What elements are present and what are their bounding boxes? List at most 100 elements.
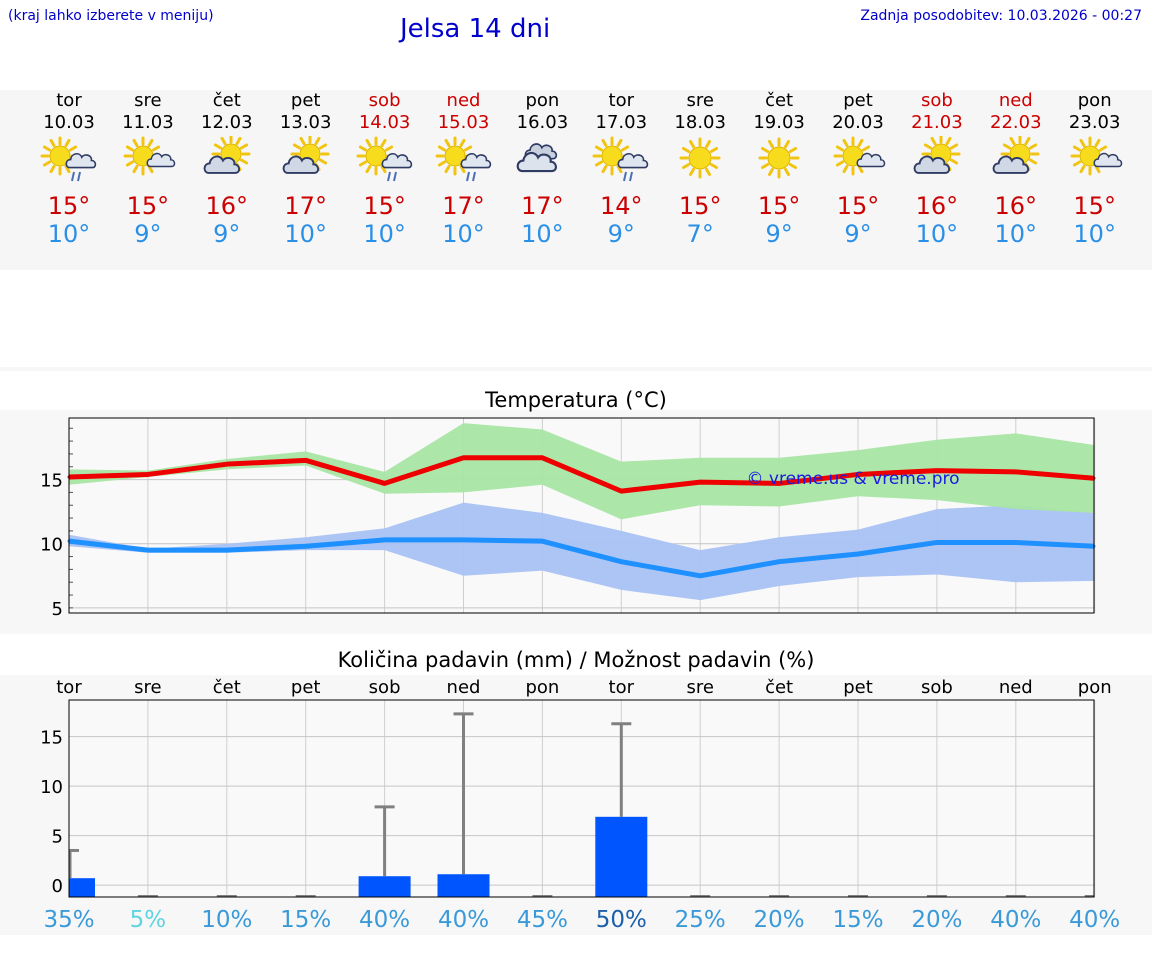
precip-probability-label: 25% (675, 907, 726, 933)
temp-max: 14° (600, 192, 643, 220)
day-name: tor (56, 90, 82, 111)
day-column: sob 14.03 15° 10° (345, 90, 425, 248)
plot-frame (68, 417, 1095, 614)
page-title: Jelsa 14 dni (400, 14, 551, 44)
day-column: čet 12.03 16° 9° (187, 90, 267, 248)
data-point-max (540, 456, 544, 460)
day-date: 14.03 (358, 112, 411, 133)
day-date: 15.03 (437, 112, 490, 133)
precip-probability-label: 20% (911, 907, 962, 933)
sun-cloud-rain-icon (353, 136, 417, 192)
day-column: pon 23.03 15° 10° (1055, 90, 1135, 248)
day-name: pon (525, 90, 560, 111)
precip-bar (69, 878, 95, 897)
plot-area (69, 700, 1094, 897)
data-point-max (1014, 470, 1018, 474)
series-line-max (68, 455, 1095, 494)
day-column: pet 20.03 15° 9° (818, 90, 898, 248)
day-name: pet (843, 90, 873, 111)
day-column: čet 19.03 15° 9° (739, 90, 819, 248)
day-column: ned 15.03 17° 10° (424, 90, 504, 248)
data-point-max (383, 481, 387, 485)
precip-probability-label: 10% (201, 907, 252, 933)
y-tick-label: 5 (52, 599, 63, 620)
temp-max: 17° (442, 192, 485, 220)
data-point-min (540, 539, 544, 543)
precip-probability-label: 15% (280, 907, 331, 933)
precip-bar (358, 876, 411, 897)
temp-max: 17° (284, 192, 327, 220)
precip-probability-label: 40% (359, 907, 410, 933)
day-column: sob 21.03 16° 10° (897, 90, 977, 248)
day-name: sre (686, 90, 714, 111)
precip-probability-label: 5% (130, 907, 167, 933)
x-category-label: sob (921, 677, 953, 698)
y-tick-label: 0 (52, 876, 63, 897)
data-point-max (304, 458, 308, 462)
cloud-sun-icon (905, 134, 969, 192)
temp-max: 15° (836, 192, 880, 220)
precip-probability-label: 40% (1069, 907, 1120, 933)
day-name: sob (920, 90, 953, 111)
temp-min: 9° (607, 220, 635, 248)
day-date: 10.03 (43, 112, 95, 133)
temp-min: 10° (521, 220, 564, 248)
day-date: 17.03 (595, 112, 648, 133)
day-date: 12.03 (201, 112, 253, 133)
divider (0, 367, 1152, 371)
data-point-min (225, 548, 229, 552)
temp-min: 9° (134, 220, 162, 248)
y-tick-label: 15 (40, 728, 63, 749)
menu-hint[interactable]: (kraj lahko izberete v meniju) (8, 8, 214, 24)
precip-probability-label: 45% (517, 907, 568, 933)
day-date: 23.03 (1068, 112, 1121, 133)
precipitation-chart-title: Količina padavin (mm) / Možnost padavin … (337, 648, 815, 672)
temp-min: 10° (915, 220, 959, 248)
last-update: Zadnja posodobitev: 10.03.2026 - 00:27 (860, 8, 1142, 24)
y-tick-label: 15 (40, 471, 63, 492)
temp-min: 9° (765, 220, 793, 248)
precip-probability-label: 50% (596, 907, 647, 933)
temp-min: 10° (994, 220, 1038, 248)
precip-probability-label: 20% (754, 907, 805, 933)
x-category-label: pet (843, 677, 873, 698)
day-name: pon (1077, 90, 1112, 111)
temp-max: 15° (1073, 192, 1116, 220)
y-tick-label: 5 (52, 827, 63, 848)
forecast-strip (0, 90, 1152, 270)
day-date: 11.03 (122, 112, 174, 133)
day-date: 21.03 (911, 112, 963, 133)
data-point-min (619, 560, 623, 564)
temp-max: 15° (757, 192, 801, 220)
cloud-sun-icon (984, 134, 1048, 192)
sun-small-cloud-icon (1063, 136, 1127, 192)
sun-small-cloud-icon (826, 136, 890, 192)
sun-small-cloud-icon (116, 136, 180, 192)
x-category-label: čet (213, 677, 241, 698)
x-category-label: čet (765, 677, 793, 698)
data-point-min (698, 574, 702, 578)
temp-max: 15° (678, 192, 722, 220)
temperature-chart: 5 10 15 © vreme.us & vreme.pro (40, 417, 1096, 620)
day-date: 18.03 (674, 112, 726, 133)
temp-min: 10° (1073, 220, 1116, 248)
series-line-min (68, 537, 1095, 579)
day-date: 13.03 (279, 112, 332, 133)
temp-max: 15° (363, 192, 406, 220)
cloud-sun-icon (195, 134, 259, 192)
temp-max: 17° (521, 192, 564, 220)
day-name: sob (368, 90, 401, 111)
day-name: ned (446, 90, 481, 111)
data-point-max (935, 469, 939, 473)
x-category-label: tor (609, 677, 635, 698)
data-point-min (856, 552, 860, 556)
sun-icon (747, 136, 811, 192)
data-point-max (777, 481, 781, 485)
watermark: © vreme.us & vreme.pro (746, 469, 959, 489)
temp-min: 10° (442, 220, 485, 248)
precip-probability-label: 40% (438, 907, 489, 933)
precip-bar (595, 816, 648, 897)
day-name: ned (998, 90, 1033, 111)
day-date: 19.03 (753, 112, 805, 133)
temp-max: 16° (994, 192, 1038, 220)
